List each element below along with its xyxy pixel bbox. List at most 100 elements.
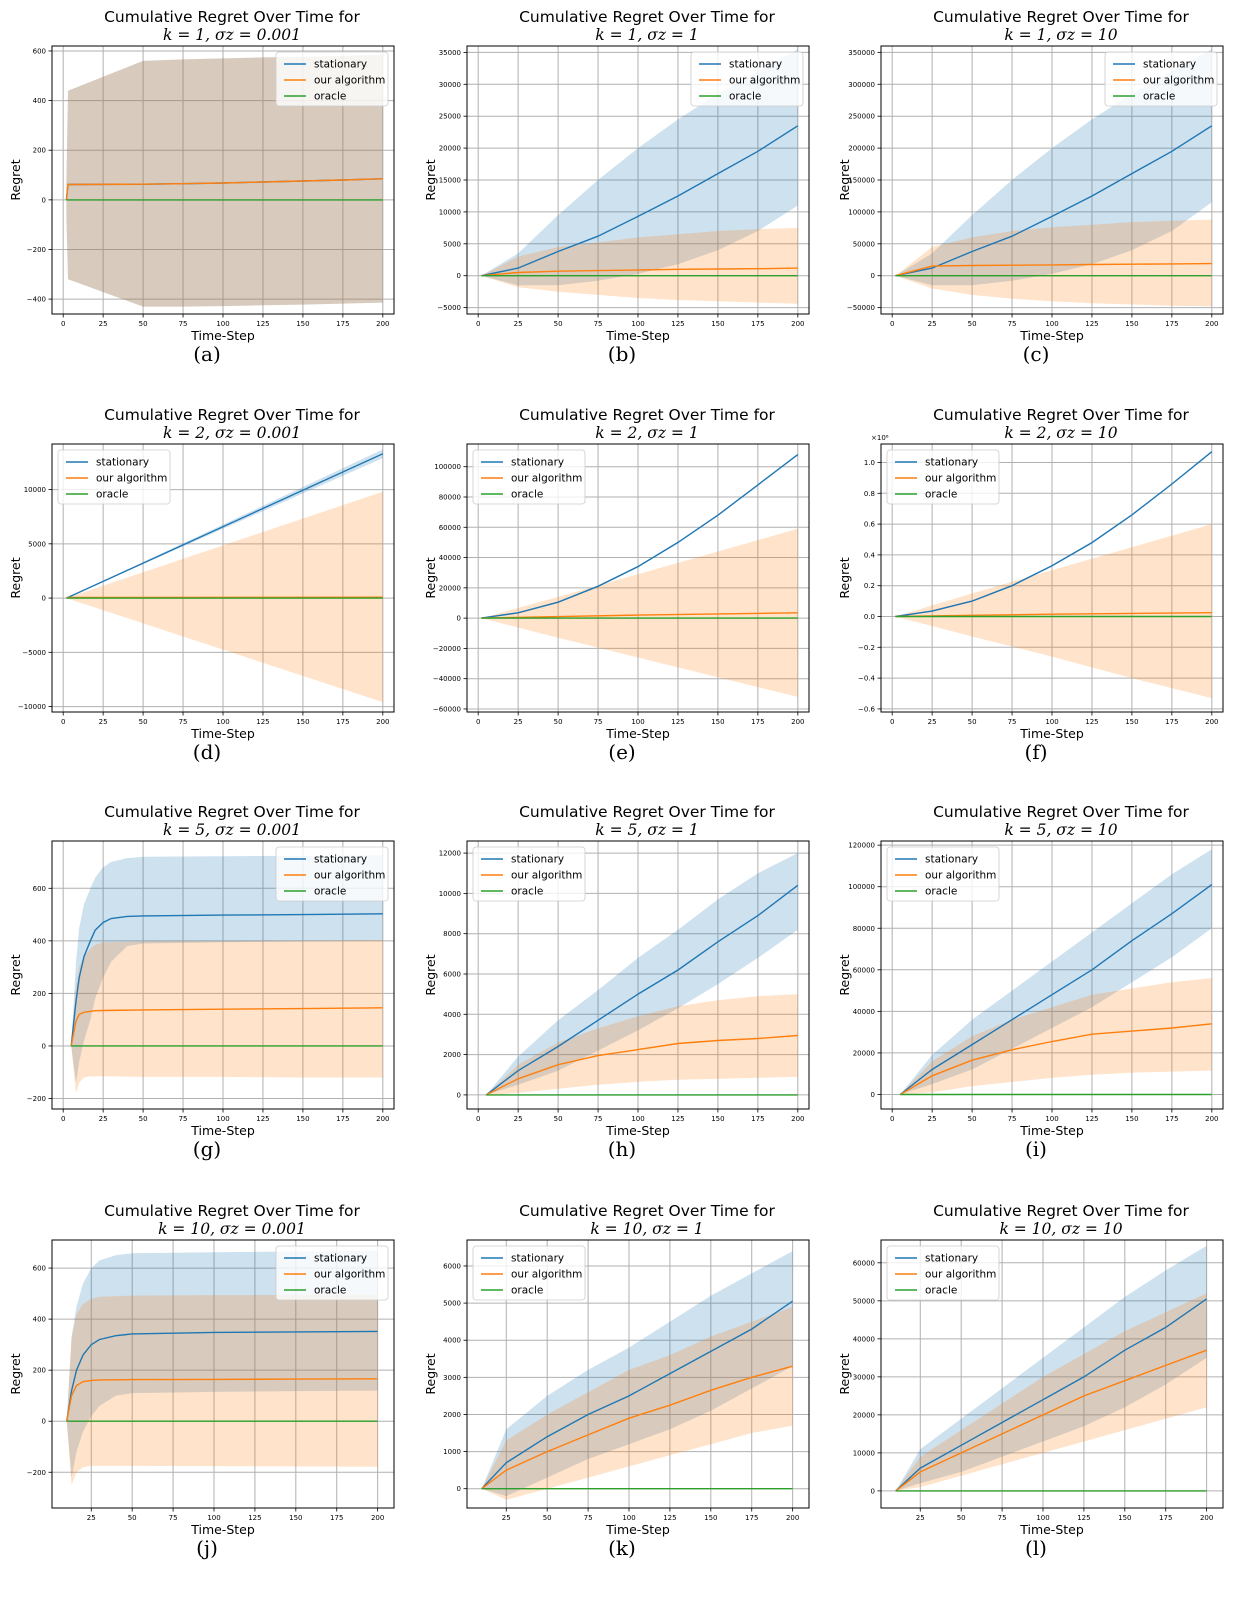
legend-label: oracle: [314, 1285, 346, 1297]
x-tick-label: 150: [704, 1514, 717, 1522]
y-tick-label: 60000: [853, 966, 875, 974]
y-tick-label: 50000: [853, 240, 875, 248]
x-tick-label: 125: [256, 1115, 269, 1123]
x-tick-label: 200: [1200, 1514, 1213, 1522]
y-tick-label: 2000: [443, 1051, 461, 1059]
legend-label: oracle: [511, 489, 543, 501]
y-tick-label: 200000: [848, 145, 875, 153]
chart-panel-h: Cumulative Regret Over Time for k = 5, σz…: [415, 795, 829, 1195]
legend-box: [886, 1245, 1000, 1301]
x-tick-label: 175: [336, 1115, 349, 1123]
legend-label: our algorithm: [729, 75, 800, 87]
y-tick-label: 200: [33, 1367, 46, 1375]
legend-label: our algorithm: [925, 870, 996, 882]
x-tick-label: 150: [711, 1115, 724, 1123]
y-tick-label: 0: [42, 196, 46, 204]
x-tick-label: 75: [179, 320, 188, 328]
figure-caption: (g): [192, 1137, 222, 1161]
x-tick-label: 200: [371, 1514, 384, 1522]
x-tick-label: 125: [248, 1514, 261, 1522]
legend-box: [275, 846, 389, 902]
y-tick-label: 35000: [439, 49, 461, 57]
y-tick-label: 400: [33, 937, 46, 945]
y-tick-label: 0.6: [864, 521, 876, 529]
x-axis-label: Time-Step: [605, 1123, 670, 1138]
y-tick-label: 25000: [439, 113, 461, 121]
chart-title: Cumulative Regret Over Time for: [933, 803, 1189, 821]
legend-box: [472, 449, 586, 505]
series-line-stationary: [481, 125, 799, 277]
x-tick-label: 0: [476, 320, 480, 328]
y-tick-label: 10000: [853, 1449, 875, 1457]
legend-label: our algorithm: [925, 473, 996, 485]
y-tick-label: 12000: [439, 850, 461, 858]
x-tick-label: 125: [256, 320, 269, 328]
y-tick-label: 600: [33, 47, 46, 55]
y-tick-label: 100000: [848, 883, 875, 891]
x-tick-label: 175: [336, 718, 349, 726]
y-axis-label: Regret: [837, 954, 852, 995]
x-tick-label: 25: [99, 718, 108, 726]
series-line-stationary: [895, 125, 1213, 277]
x-tick-label: 75: [1008, 320, 1017, 328]
x-tick-label: 200: [376, 718, 389, 726]
band-our-algorithm: [481, 528, 798, 697]
x-tick-label: 100: [631, 320, 644, 328]
legend-box: [472, 1245, 586, 1301]
chart-title: Cumulative Regret Over Time for: [519, 803, 775, 821]
legend: stationary our algorithm oracle: [690, 51, 804, 107]
band-our-algorithm: [895, 524, 1212, 699]
band-our-algorithm: [481, 1306, 793, 1500]
x-axis-label: Time-Step: [605, 1522, 670, 1537]
x-tick-label: 200: [1205, 718, 1218, 726]
chart-title: Cumulative Regret Over Time for: [933, 8, 1189, 26]
chart-subtitle: k = 5, σz = 10: [1004, 821, 1117, 839]
band-stationary: [895, 49, 1212, 286]
y-tick-label: 0.4: [864, 551, 876, 559]
legend-label: oracle: [925, 886, 957, 898]
x-tick-label: 25: [928, 718, 937, 726]
figure-caption: (d): [192, 740, 222, 764]
x-tick-label: 175: [336, 320, 349, 328]
y-tick-label: −200: [27, 1469, 46, 1477]
band-stationary: [71, 855, 383, 1083]
y-tick-label: 600: [33, 1265, 46, 1273]
chart-subtitle: k = 10, σz = 1: [590, 1220, 703, 1238]
legend: stationary our algorithm oracle: [472, 449, 586, 505]
legend: stationary our algorithm oracle: [57, 449, 171, 505]
chart-title: Cumulative Regret Over Time for: [104, 406, 360, 424]
x-tick-label: 0: [61, 1115, 65, 1123]
y-tick-label: 400: [33, 1316, 46, 1324]
plot-frame: [466, 1239, 810, 1509]
y-tick-label: 10000: [439, 208, 461, 216]
legend-label: our algorithm: [314, 870, 385, 882]
x-tick-label: 150: [711, 718, 724, 726]
series-line-stationary: [895, 1298, 1208, 1492]
x-tick-label: 100: [631, 1115, 644, 1123]
legend-label: stationary: [96, 457, 149, 469]
y-tick-label: 0: [457, 615, 461, 623]
y-tick-label: −200: [27, 246, 46, 254]
y-tick-label: 80000: [439, 493, 461, 501]
x-tick-label: 25: [99, 1115, 108, 1123]
y-tick-label: −0.6: [858, 705, 876, 713]
y-tick-label: 350000: [848, 49, 875, 57]
chart-panel-c: Cumulative Regret Over Time for k = 1, σz…: [829, 0, 1243, 400]
chart-subtitle: k = 2, σz = 0.001: [163, 424, 301, 442]
series-line-stationary: [481, 1300, 793, 1490]
chart-panel-a: Cumulative Regret Over Time for k = 1, σz…: [0, 0, 414, 400]
band-stationary: [900, 849, 1212, 1095]
y-axis-label: Regret: [423, 159, 438, 200]
x-tick-label: 25: [928, 1115, 937, 1123]
chart-title: Cumulative Regret Over Time for: [519, 1202, 775, 1220]
x-tick-label: 25: [928, 320, 937, 328]
band-stationary: [895, 1245, 1207, 1491]
chart-title: Cumulative Regret Over Time for: [104, 803, 360, 821]
y-tick-label: 5000: [443, 240, 461, 248]
series-line-our-algorithm: [481, 267, 798, 277]
y-tick-label: 4000: [443, 1011, 461, 1019]
y-tick-label: 10000: [439, 890, 461, 898]
y-axis-label: Regret: [8, 557, 23, 598]
chart-subtitle: k = 2, σz = 10: [1004, 424, 1117, 442]
